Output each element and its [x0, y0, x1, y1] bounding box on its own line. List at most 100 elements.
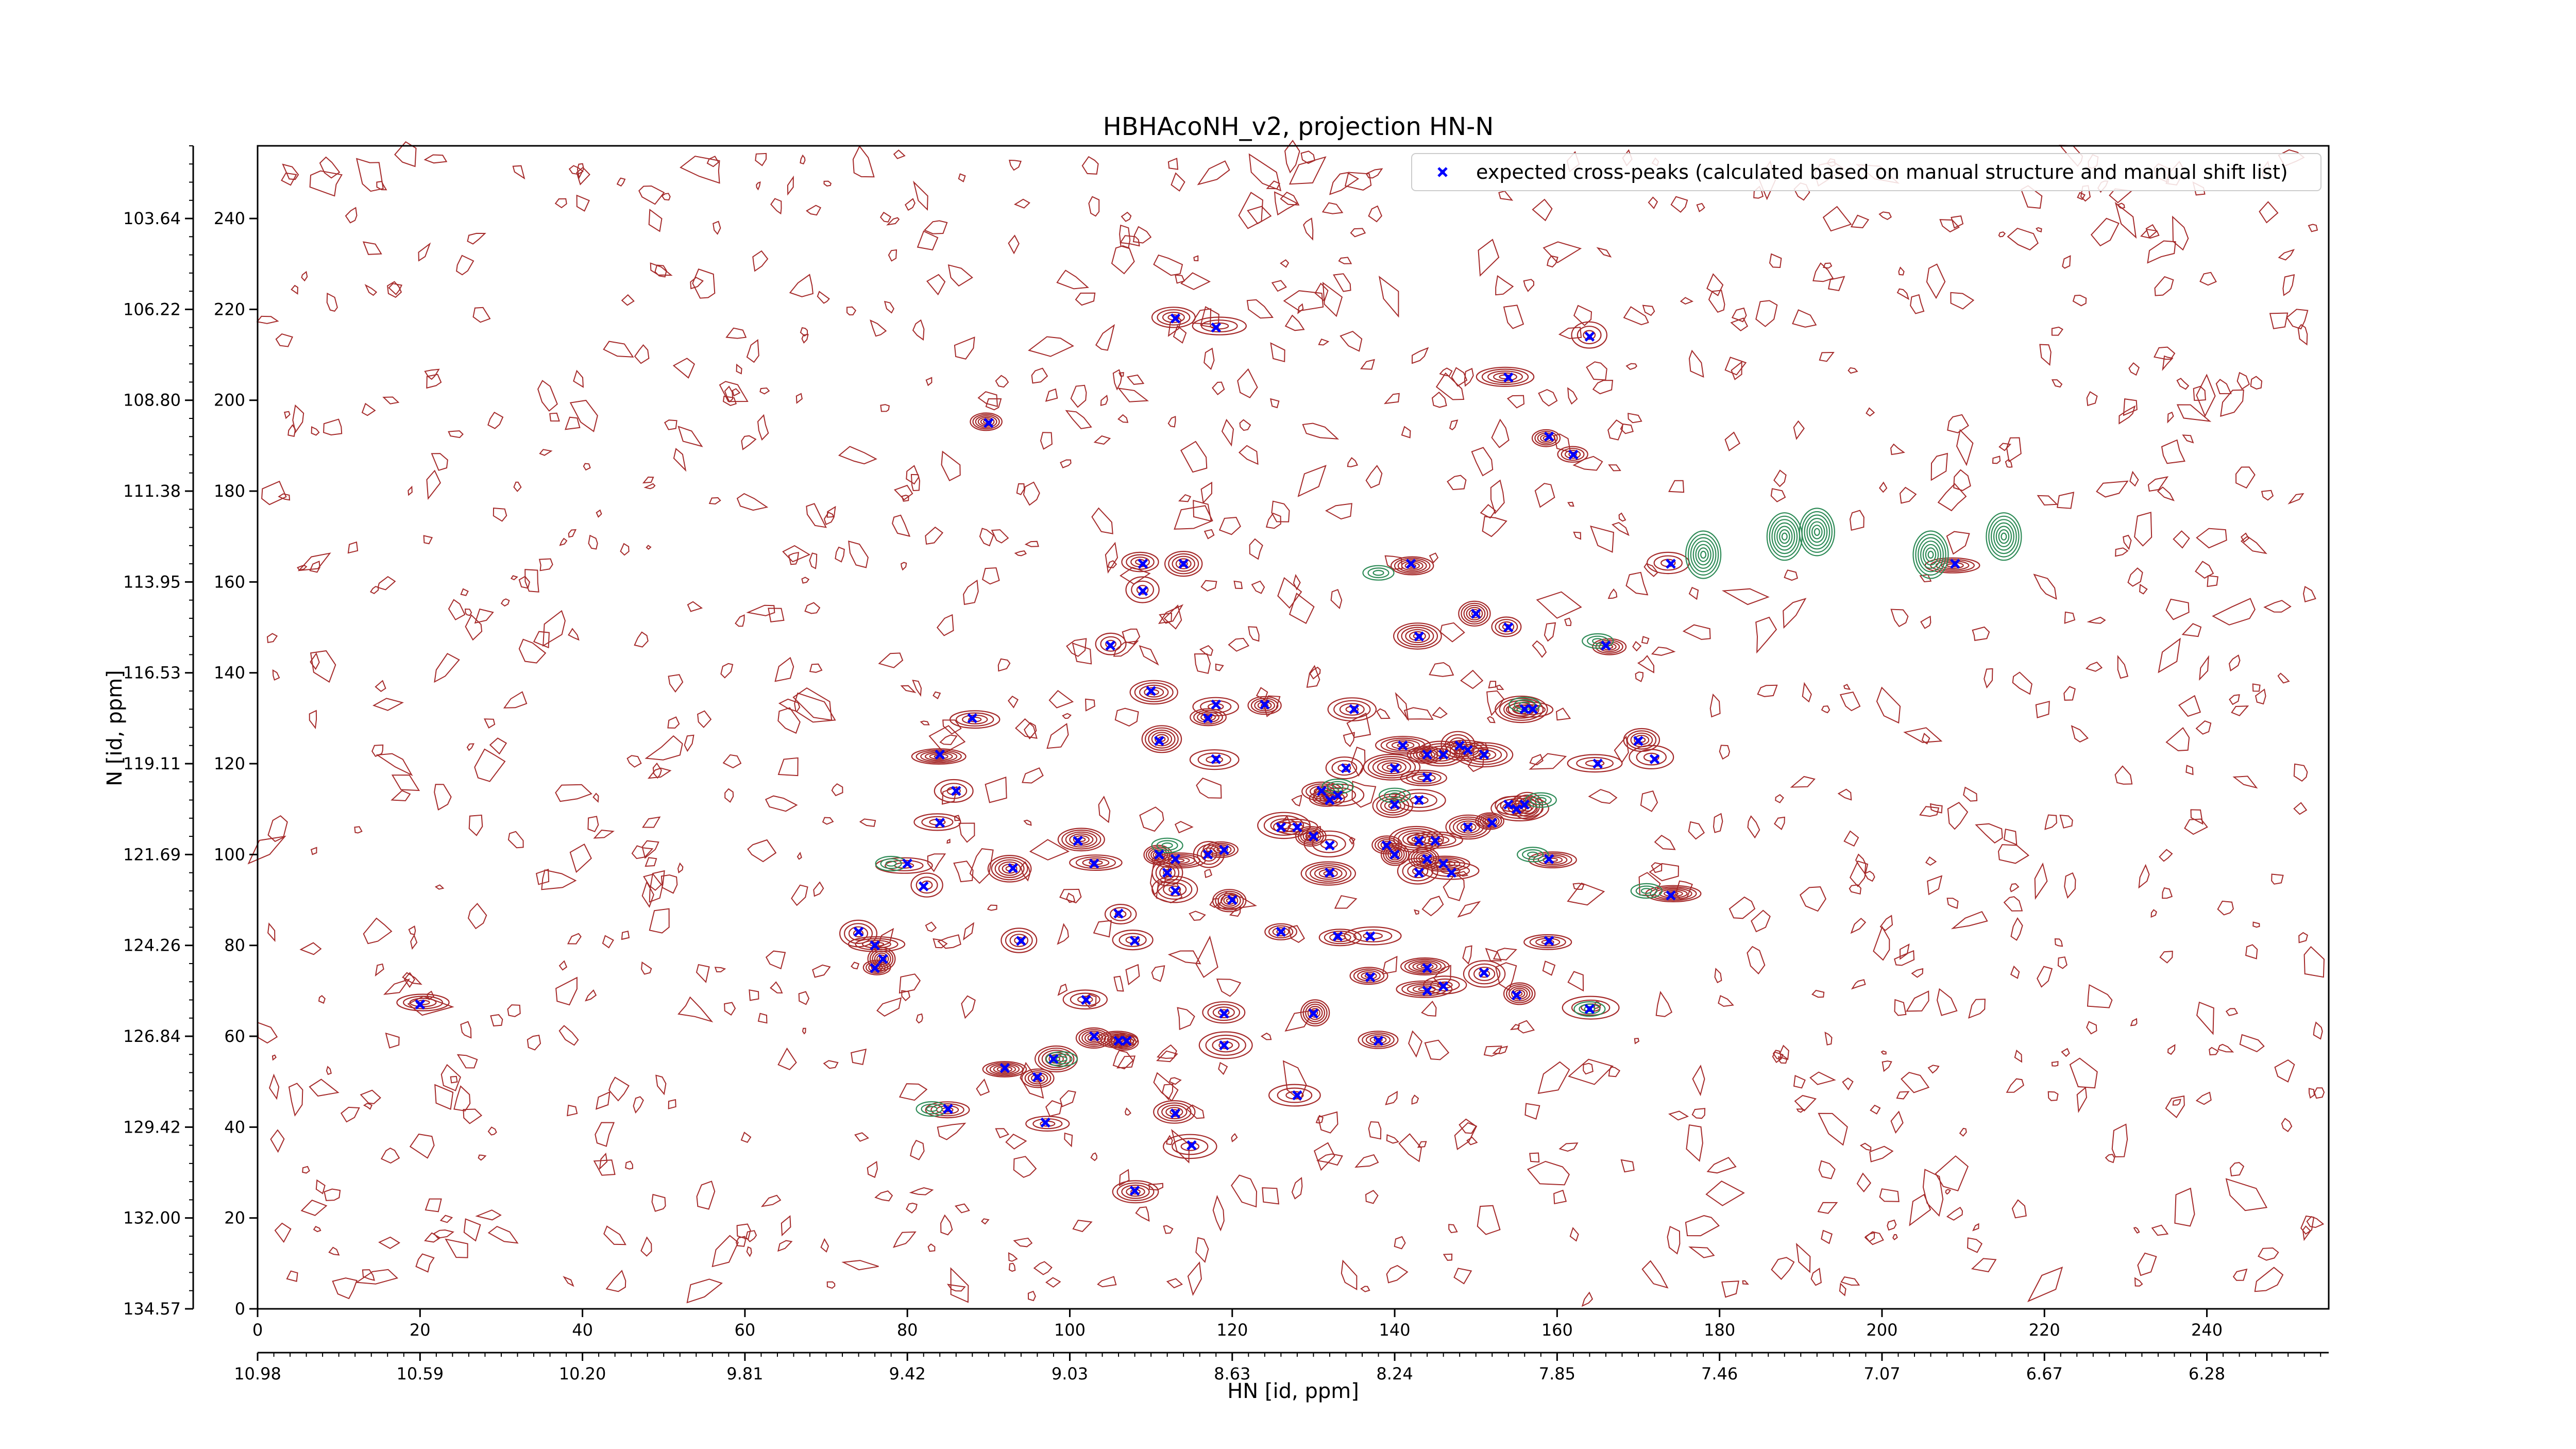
noise-contour — [1112, 369, 1123, 391]
noise-contour — [1027, 1290, 1036, 1302]
noise-contour — [1378, 276, 1399, 318]
noise-contour — [936, 614, 954, 636]
noise-contour — [1334, 895, 1358, 909]
noise-contour — [2064, 611, 2076, 624]
y-tick-label: 220 — [214, 299, 245, 319]
noise-contour — [466, 743, 474, 751]
positive-contour — [1685, 530, 1722, 579]
y-tick-label: 160 — [214, 572, 245, 592]
noise-contour — [2063, 686, 2076, 701]
peak-contour — [1468, 963, 1501, 985]
noise-contour — [309, 170, 343, 197]
noise-contour — [1770, 488, 1786, 502]
y-tick-label: 20 — [224, 1208, 245, 1228]
peak-contour — [920, 751, 958, 762]
positive-contour — [1925, 547, 1937, 562]
noise-contour — [1093, 920, 1112, 938]
noise-contour — [995, 375, 1009, 388]
noise-contour — [1997, 844, 2029, 864]
noise-contour — [1265, 512, 1281, 529]
noise-contour — [1692, 1065, 1705, 1097]
cross-peak-marker — [1276, 926, 1286, 937]
peak-contour — [1126, 1187, 1145, 1197]
y-ppm-tick-label: 134.57 — [123, 1299, 181, 1319]
noise-contour — [736, 493, 769, 511]
noise-contour — [425, 1198, 442, 1212]
cross-peak-marker — [1470, 609, 1481, 619]
peak-contour — [1153, 1100, 1196, 1124]
noise-contour — [2212, 598, 2256, 626]
noise-contour — [1139, 645, 1159, 666]
noise-contour — [415, 1253, 435, 1273]
noise-contour — [2010, 965, 2020, 979]
noise-contour — [387, 281, 402, 298]
noise-contour — [672, 358, 696, 379]
cross-peak-marker — [415, 999, 426, 1010]
noise-contour — [1951, 911, 1988, 930]
noise-contour — [1705, 1180, 1745, 1206]
cross-peak-marker — [1349, 704, 1360, 715]
noise-contour — [735, 614, 745, 627]
noise-contour — [1795, 1242, 1811, 1273]
x-ppm-tick-label: 8.24 — [1376, 1364, 1413, 1384]
peak-contour — [911, 748, 967, 765]
noise-contour — [1822, 206, 1852, 232]
noise-contour — [1718, 995, 1734, 1007]
peak-contour — [913, 813, 961, 831]
noise-contour — [1005, 1134, 1027, 1150]
noise-contour — [736, 363, 742, 375]
noise-contour — [2235, 466, 2256, 489]
noise-contour — [706, 156, 719, 167]
noise-contour — [711, 1235, 739, 1268]
noise-contour — [677, 862, 684, 873]
noise-contour — [690, 277, 704, 290]
noise-contour — [1968, 999, 1986, 1019]
noise-contour — [912, 319, 925, 341]
cross-peak-marker — [1048, 1054, 1059, 1064]
peak-contour — [1247, 696, 1282, 715]
peak-contour — [1112, 1180, 1159, 1204]
noise-contour — [1166, 1135, 1173, 1145]
noise-contour — [2229, 1162, 2245, 1177]
noise-contour — [1524, 1103, 1540, 1120]
noise-contour — [1403, 707, 1434, 720]
noise-contour — [313, 1226, 321, 1233]
noise-contour — [2297, 324, 2308, 346]
noise-contour — [1628, 413, 1642, 424]
noise-contour — [282, 163, 299, 180]
noise-contour — [822, 817, 834, 825]
noise-contour — [961, 995, 976, 1019]
noise-contour — [1360, 359, 1375, 370]
noise-contour — [1148, 1183, 1164, 1191]
noise-contour — [1724, 357, 1747, 376]
x-tick-label: 200 — [1866, 1320, 1897, 1340]
peak-contour — [1380, 843, 1410, 866]
noise-contour — [1126, 374, 1145, 385]
noise-contour — [1125, 964, 1140, 986]
peak-contour — [1414, 833, 1456, 847]
noise-contour — [375, 963, 384, 977]
peak-contour — [1650, 886, 1697, 901]
positive-contour — [1640, 888, 1652, 894]
noise-contour — [1839, 1283, 1846, 1296]
x-tick-label: 100 — [1054, 1320, 1086, 1340]
positive-contour — [1698, 547, 1709, 562]
noise-contour — [823, 180, 832, 187]
cross-peak-marker — [1292, 822, 1302, 833]
noise-contour — [1059, 1090, 1076, 1107]
peak-contour — [1162, 312, 1185, 323]
peak-contour — [1021, 1068, 1055, 1088]
noise-contour — [507, 1004, 521, 1017]
cross-peak-marker — [1154, 849, 1164, 860]
noise-contour — [1730, 317, 1749, 332]
noise-contour — [361, 402, 376, 416]
cross-peak-marker — [1414, 795, 1425, 805]
cross-peak-marker — [1454, 740, 1465, 751]
noise-contour — [410, 934, 418, 950]
noise-contour — [880, 404, 890, 412]
noise-contour — [1174, 821, 1194, 834]
noise-contour — [512, 165, 526, 180]
noise-contour — [1747, 815, 1760, 839]
noise-contour — [323, 418, 343, 436]
positive-contour — [1389, 792, 1401, 799]
